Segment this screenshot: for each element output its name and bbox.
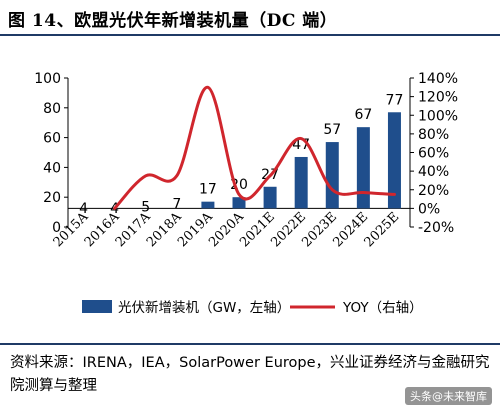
bar-value-label: 67 [354, 107, 372, 123]
right-tick-label: 140% [418, 71, 458, 87]
title-rule [0, 34, 500, 36]
source-note: 资料来源：IRENA，IEA，SolarPower Europe，兴业证券经济与… [10, 355, 490, 394]
bar-value-label: 4 [79, 201, 88, 217]
bar [387, 112, 401, 209]
right-tick-label: 120% [418, 90, 458, 106]
bar [201, 201, 215, 209]
right-tick-label: 0% [418, 201, 440, 217]
right-tick-label: 60% [418, 146, 449, 162]
left-tick-label: 40 [43, 160, 61, 176]
bar-value-label: 5 [141, 200, 150, 216]
watermark: 头条@未来智库 [405, 387, 492, 405]
right-tick-label: 80% [418, 127, 449, 143]
bar [325, 142, 339, 209]
legend-line-label: YOY（右轴） [342, 300, 423, 316]
legend-bar-swatch [82, 300, 112, 313]
bar-value-label: 77 [386, 92, 404, 108]
bar-value-label: 57 [323, 122, 341, 138]
bar-value-label: 17 [199, 182, 217, 198]
right-tick-label: 100% [418, 108, 458, 124]
source-rule [0, 343, 500, 345]
bar-value-label: 7 [172, 197, 181, 213]
legend-bar-label: 光伏新增装机（GW，左轴） [118, 300, 290, 316]
right-tick-label: -20% [418, 220, 454, 236]
right-tick-label: 40% [418, 164, 449, 180]
left-tick-label: 100 [34, 71, 61, 87]
bar [232, 197, 246, 209]
bar [356, 127, 370, 209]
left-tick-label: 80 [43, 101, 61, 117]
right-tick-label: 20% [418, 183, 449, 199]
bar [263, 186, 277, 209]
left-tick-label: 60 [43, 131, 61, 147]
chart: 0 20 40 60 80 100 -20% 0% 20% 40% 60% 80% 100% 120% 14… [34, 71, 458, 316]
bar [294, 156, 308, 209]
left-tick-label: 0 [52, 220, 61, 236]
yoy-line [113, 85, 396, 210]
left-tick-label: 20 [43, 190, 61, 206]
chart-title: 图 14、欧盟光伏年新增装机量（DC 端） [8, 11, 338, 31]
x-tick-label: 2025E [362, 210, 403, 251]
